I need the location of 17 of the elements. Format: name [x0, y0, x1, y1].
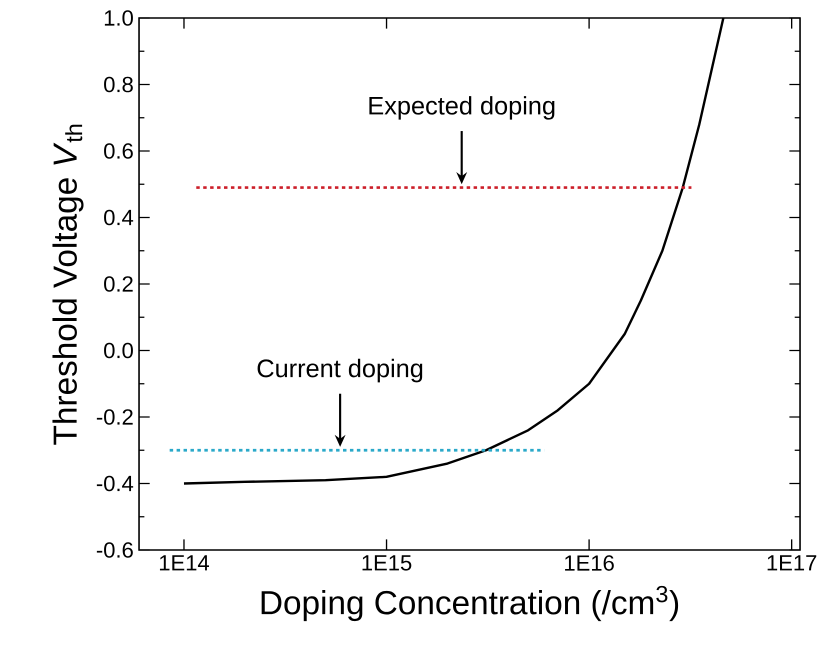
y-tick-label: 0.6: [104, 143, 133, 159]
y-tick-label: 0.2: [104, 276, 133, 292]
y-tick-label: -0.4: [96, 476, 134, 492]
annotation: Current doping: [258, 358, 422, 382]
y-tick-label: -0.2: [96, 409, 133, 425]
x-tick-label: 1E17: [768, 555, 816, 570]
x-axis-title: Doping Concentration (/cm$^{3}$): [262, 586, 678, 622]
y-tick-label: 0.0: [104, 342, 133, 358]
y-tick-label: 0.4: [104, 210, 134, 226]
y-axis-title: Threshold Voltage V$_{th}$: [52, 124, 84, 445]
x-tick-label: 1E15: [362, 555, 412, 571]
x-tick-label: 1E16: [565, 555, 614, 571]
y-tick-label: -0.6: [96, 542, 133, 558]
annotation: Expected doping: [369, 96, 554, 120]
x-tick-label: 1E14: [160, 555, 210, 570]
y-tick-label: 1.0: [104, 10, 133, 26]
y-tick-label: 0.8: [104, 76, 133, 92]
